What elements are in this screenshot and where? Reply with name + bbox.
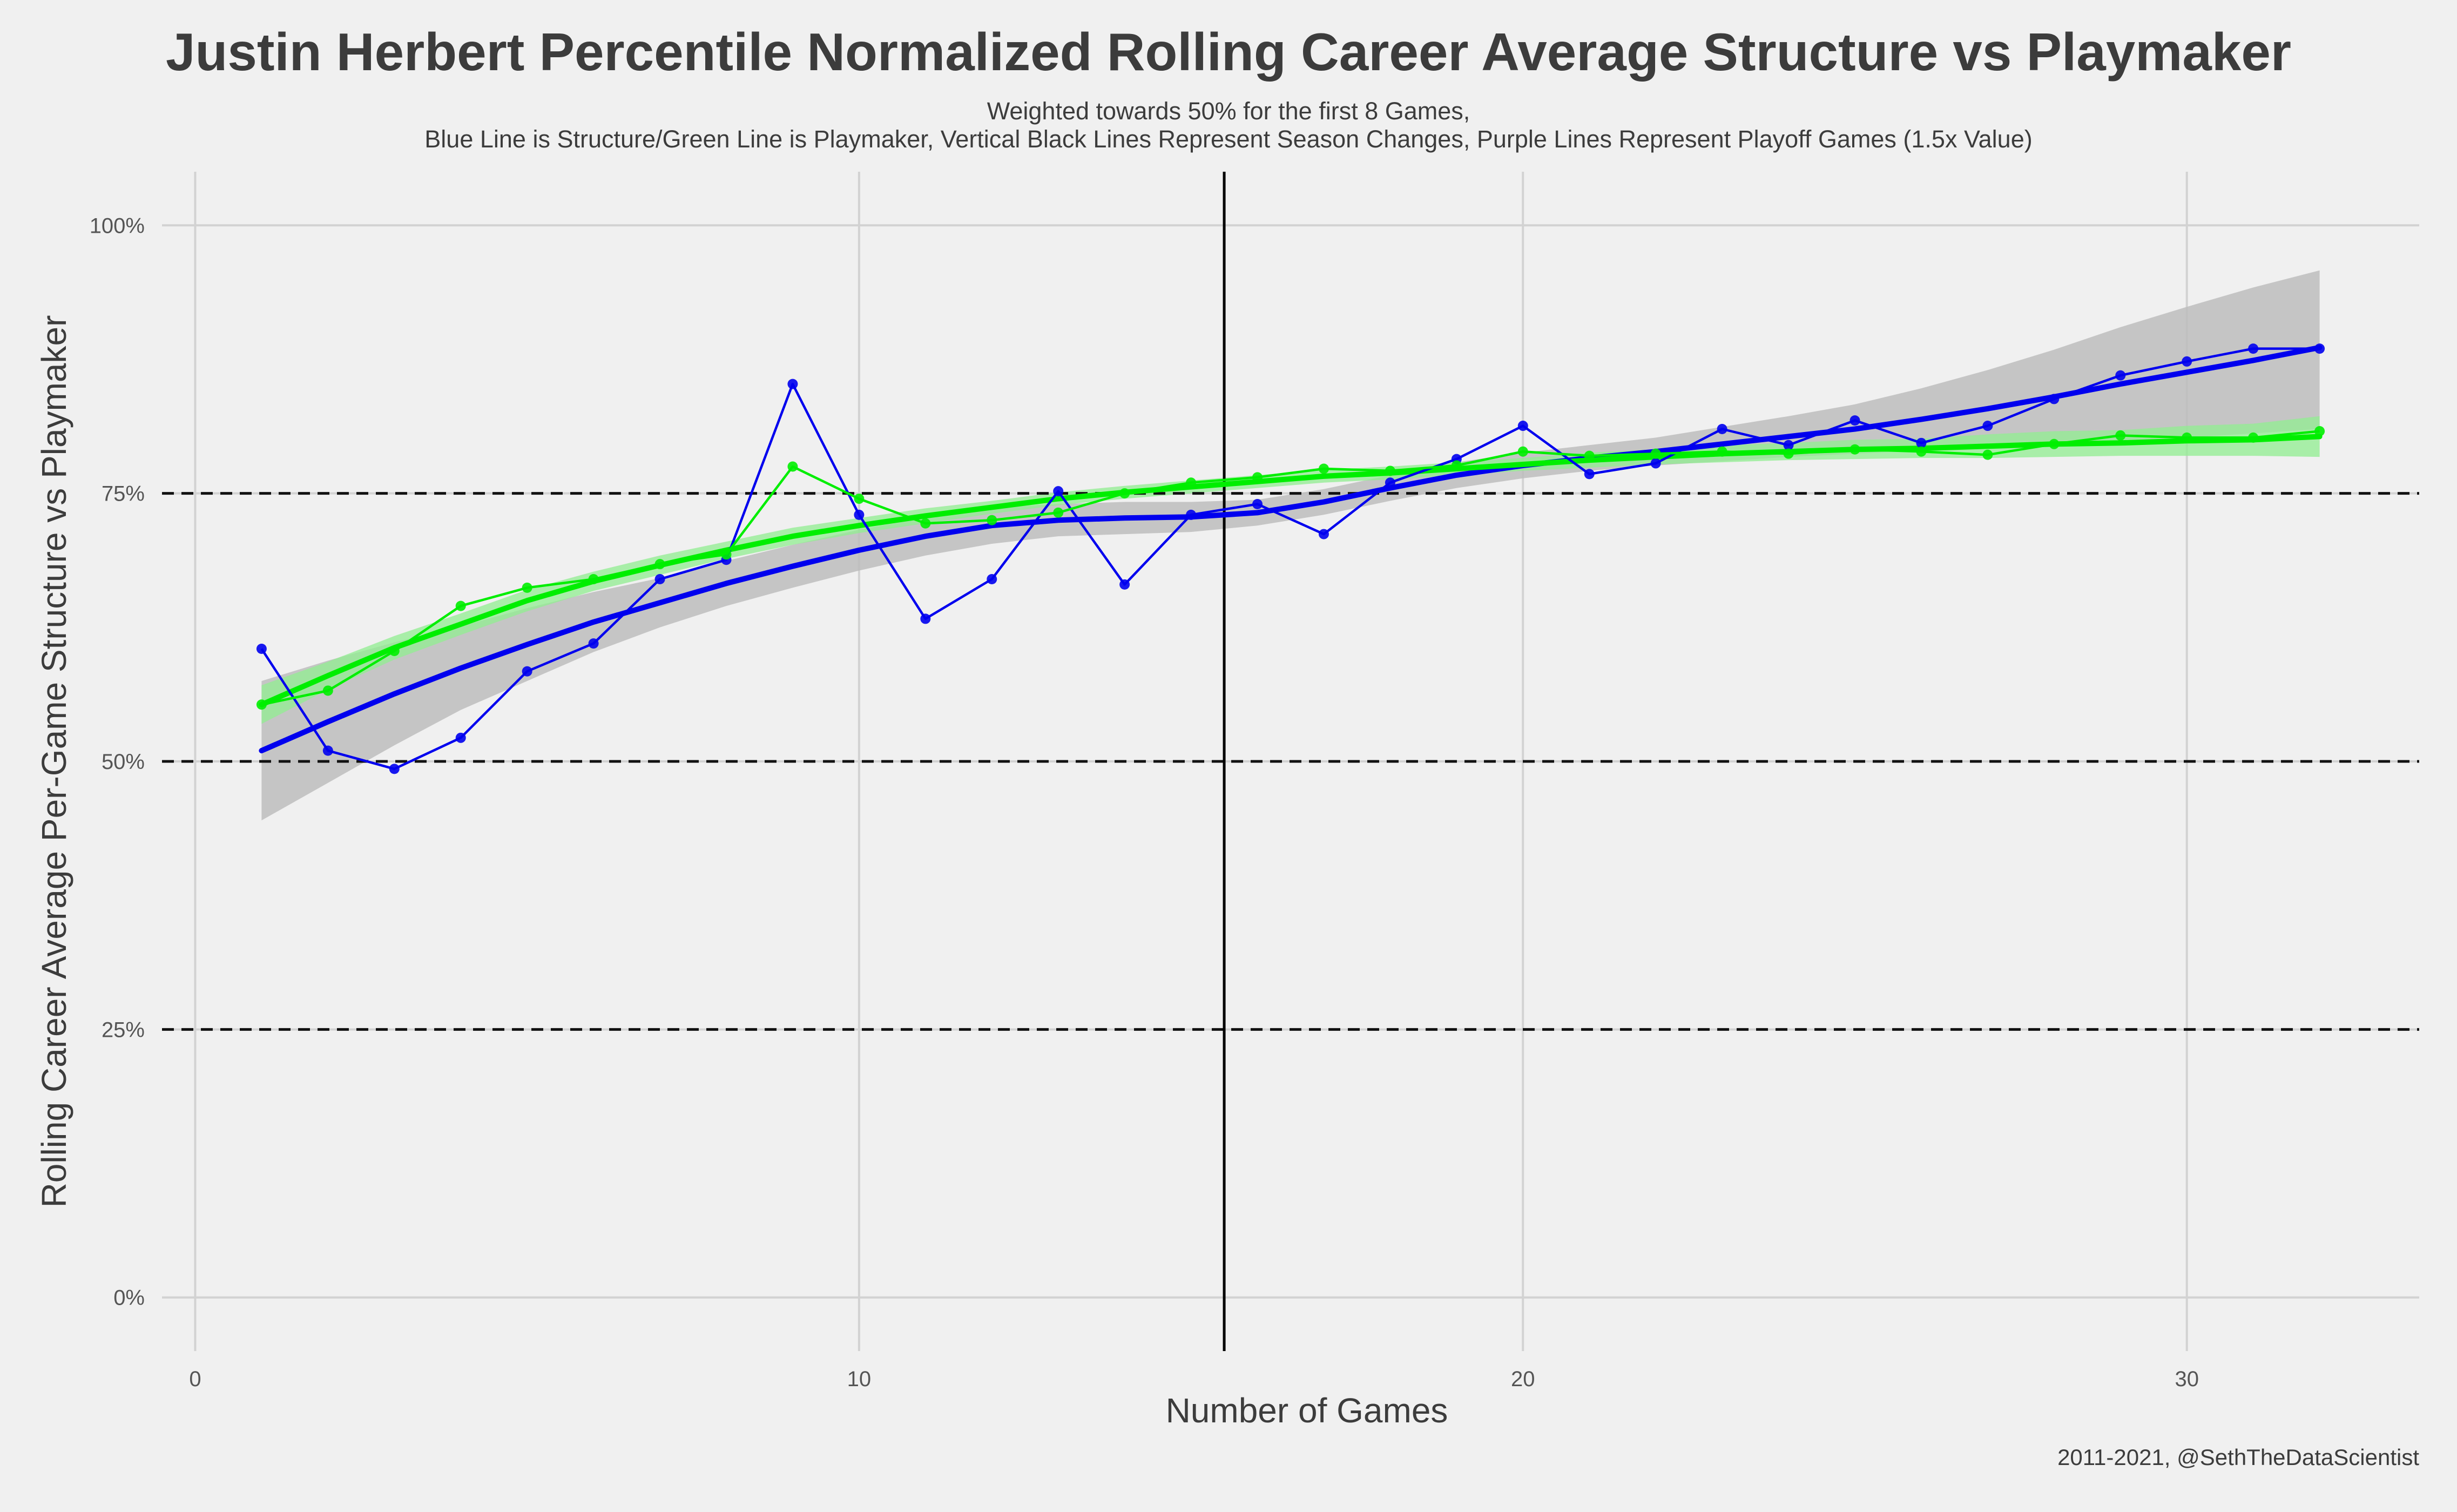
- data-point-playmaker: [2049, 438, 2060, 449]
- data-point-structure: [455, 732, 466, 743]
- y-tick-label: 75%: [102, 482, 145, 506]
- data-point-playmaker: [1252, 472, 1263, 483]
- data-point-structure: [389, 764, 400, 774]
- data-point-playmaker: [1451, 460, 1462, 471]
- data-point-structure: [1650, 458, 1661, 469]
- data-point-structure: [1385, 477, 1395, 488]
- confidence-band-playmaker: [261, 416, 2320, 724]
- data-point-structure: [2248, 343, 2259, 354]
- chart-subtitle-line-1: Weighted towards 50% for the first 8 Gam…: [987, 97, 1470, 125]
- data-point-structure: [1850, 415, 1860, 426]
- data-point-playmaker: [2314, 426, 2325, 436]
- data-point-structure: [588, 638, 599, 649]
- data-point-structure: [1119, 579, 1130, 590]
- data-point-playmaker: [1916, 446, 1927, 457]
- x-axis-label: Number of Games: [1165, 1391, 1448, 1430]
- x-tick-label: 10: [847, 1367, 872, 1391]
- x-tick-label: 20: [1511, 1367, 1535, 1391]
- data-point-playmaker: [455, 600, 466, 611]
- confidence-band-structure: [261, 270, 2320, 821]
- data-point-playmaker: [2115, 430, 2126, 441]
- trend-line-playmaker: [259, 434, 2323, 707]
- data-point-structure: [654, 573, 665, 584]
- data-point-playmaker: [1584, 450, 1595, 461]
- data-point-playmaker: [1717, 446, 1727, 457]
- data-point-structure: [2115, 370, 2126, 381]
- confidence-bands: [261, 270, 2320, 821]
- x-tick-label: 0: [189, 1367, 201, 1391]
- data-point-playmaker: [654, 559, 665, 570]
- data-point-structure: [1584, 469, 1595, 480]
- data-point-playmaker: [1385, 465, 1395, 476]
- series-line-structure: [260, 347, 2320, 771]
- data-point-playmaker: [1318, 463, 1329, 474]
- data-point-structure: [1982, 421, 1993, 431]
- data-point-playmaker: [2182, 432, 2192, 443]
- data-point-structure: [2182, 356, 2192, 367]
- data-point-structure: [1717, 424, 1727, 435]
- data-point-structure: [256, 644, 267, 654]
- data-point-structure: [2049, 394, 2060, 404]
- data-point-structure: [920, 613, 931, 624]
- data-point-structure: [322, 745, 333, 756]
- data-point-structure: [1783, 440, 1794, 450]
- data-point-playmaker: [1783, 448, 1794, 459]
- y-tick-label: 50%: [102, 750, 145, 774]
- data-point-playmaker: [588, 573, 599, 584]
- data-point-playmaker: [1053, 507, 1064, 518]
- chart-title: Justin Herbert Percentile Normalized Rol…: [165, 22, 2292, 82]
- data-point-playmaker: [987, 515, 997, 525]
- data-point-structure: [2314, 343, 2325, 354]
- data-points: [256, 343, 2325, 774]
- data-point-playmaker: [854, 494, 865, 504]
- data-point-playmaker: [787, 461, 798, 472]
- y-tick-label: 100%: [90, 214, 145, 238]
- chart-subtitle-line-2: Blue Line is Structure/Green Line is Pla…: [424, 125, 2033, 153]
- trend-line-structure: [259, 345, 2323, 754]
- data-point-playmaker: [256, 699, 267, 710]
- x-tick-label: 30: [2175, 1367, 2199, 1391]
- data-point-playmaker: [1982, 449, 1993, 460]
- data-point-structure: [1053, 486, 1064, 497]
- data-point-playmaker: [1186, 477, 1197, 488]
- data-point-structure: [854, 509, 865, 520]
- data-point-playmaker: [920, 518, 931, 529]
- y-tick-label: 0%: [113, 1286, 145, 1310]
- data-point-playmaker: [389, 645, 400, 656]
- data-point-structure: [522, 666, 532, 677]
- y-tick-label: 25%: [102, 1018, 145, 1042]
- data-point-structure: [787, 379, 798, 389]
- data-point-playmaker: [1517, 446, 1528, 457]
- axis-ticks: 0% 25% 50% 75% 100% 0 10 20 30: [90, 214, 2199, 1391]
- series-line-playmaker: [261, 430, 2320, 706]
- data-point-structure: [1186, 509, 1197, 520]
- reference-lines: [162, 172, 2419, 1351]
- data-point-playmaker: [2248, 432, 2259, 443]
- data-point-playmaker: [322, 685, 333, 696]
- data-point-playmaker: [1850, 444, 1860, 455]
- data-point-structure: [1318, 529, 1329, 539]
- data-point-playmaker: [1650, 448, 1661, 459]
- data-point-structure: [1252, 498, 1263, 509]
- data-point-playmaker: [721, 549, 732, 560]
- data-point-structure: [1916, 437, 1927, 448]
- series-lines: [259, 345, 2323, 771]
- chart-caption: 2011-2021, @SethTheDataScientist: [2057, 1444, 2419, 1470]
- data-point-structure: [987, 573, 997, 584]
- data-point-playmaker: [522, 582, 532, 593]
- data-point-playmaker: [1119, 488, 1130, 499]
- data-point-structure: [1517, 421, 1528, 431]
- y-axis-label: Rolling Career Average Per-Game Structur…: [35, 315, 73, 1208]
